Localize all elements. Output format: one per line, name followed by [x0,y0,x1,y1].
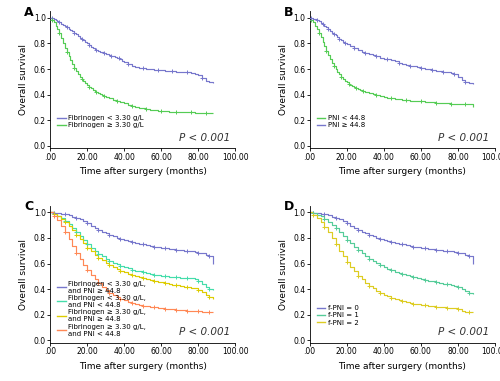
Y-axis label: Overall survival: Overall survival [278,239,287,310]
Text: P < 0.001: P < 0.001 [438,327,490,338]
Text: P < 0.001: P < 0.001 [438,133,490,143]
Legend: PNI < 44.8, PNI ≥ 44.8: PNI < 44.8, PNI ≥ 44.8 [317,115,365,128]
Text: B: B [284,6,293,19]
Text: P < 0.001: P < 0.001 [178,327,230,338]
Legend: f-PNI = 0, f-PNI = 1, f-PNI = 2: f-PNI = 0, f-PNI = 1, f-PNI = 2 [317,305,359,326]
Text: C: C [24,200,33,213]
Y-axis label: Overall survival: Overall survival [278,45,287,115]
Legend: Fibrinogen < 3.30 g/L, Fibrinogen ≥ 3.30 g/L: Fibrinogen < 3.30 g/L, Fibrinogen ≥ 3.30… [57,115,144,128]
X-axis label: Time after surgery (months): Time after surgery (months) [79,362,206,371]
Y-axis label: Overall survival: Overall survival [19,239,28,310]
Text: A: A [24,6,34,19]
Legend: Fibrinogen < 3.30 g/L,
and PNI ≥ 44.8, Fibrinogen < 3.30 g/L,
and PNI < 44.8, Fi: Fibrinogen < 3.30 g/L, and PNI ≥ 44.8, F… [57,280,146,337]
Y-axis label: Overall survival: Overall survival [19,45,28,115]
X-axis label: Time after surgery (months): Time after surgery (months) [338,362,466,371]
X-axis label: Time after surgery (months): Time after surgery (months) [79,167,206,176]
Text: P < 0.001: P < 0.001 [178,133,230,143]
Text: D: D [284,200,294,213]
X-axis label: Time after surgery (months): Time after surgery (months) [338,167,466,176]
